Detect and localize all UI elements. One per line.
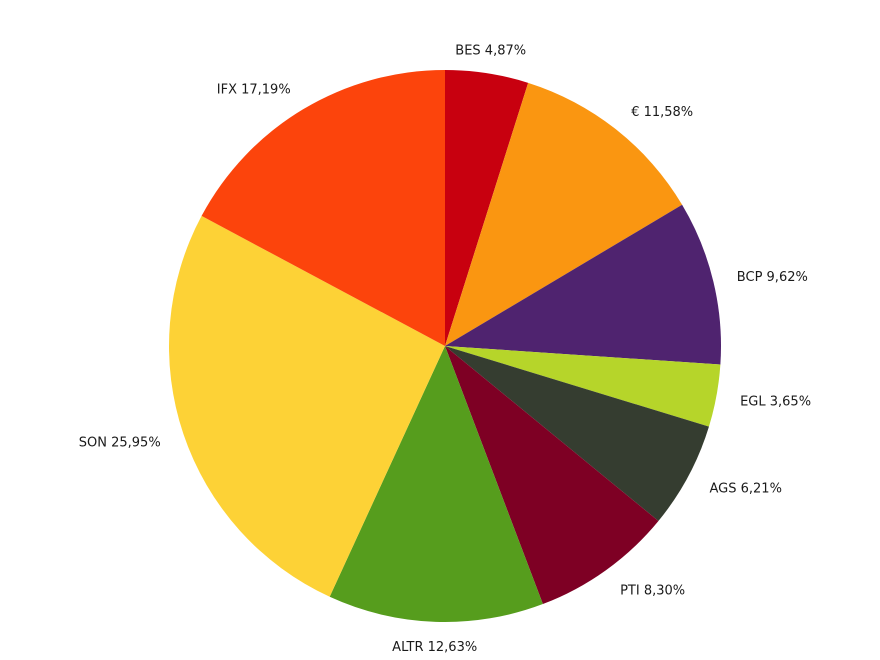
- pie-labels: BES 4,87% € 11,58% BCP 9,62% EGL 3,65% AGS 6…: [79, 44, 811, 655]
- pie-slice-bes: [445, 70, 529, 346]
- pie-slice-euro: [445, 82, 683, 346]
- slice-label-euro: € 11,58%: [631, 105, 693, 120]
- pie-slice-ifx: [201, 70, 445, 346]
- pie-slice-pti: [445, 346, 659, 605]
- pie-slice-bcp: [445, 204, 722, 365]
- pie-slice-egl: [445, 346, 721, 427]
- slice-label-pti: PTI 8,30%: [620, 584, 685, 599]
- slice-label-egl: EGL 3,65%: [740, 394, 811, 409]
- pie-slice-ags: [445, 346, 709, 521]
- pie-slice-son: [168, 215, 445, 597]
- pie-slices: [168, 70, 722, 623]
- slice-label-bes: BES 4,87%: [455, 44, 526, 59]
- slice-label-ifx: IFX 17,19%: [217, 83, 291, 98]
- slice-label-son: SON 25,95%: [79, 436, 161, 451]
- slice-label-bcp: BCP 9,62%: [737, 270, 808, 285]
- slice-label-ags: AGS 6,21%: [710, 482, 782, 497]
- pie-slice-altr: [329, 346, 543, 623]
- slice-label-altr: ALTR 12,63%: [392, 640, 477, 655]
